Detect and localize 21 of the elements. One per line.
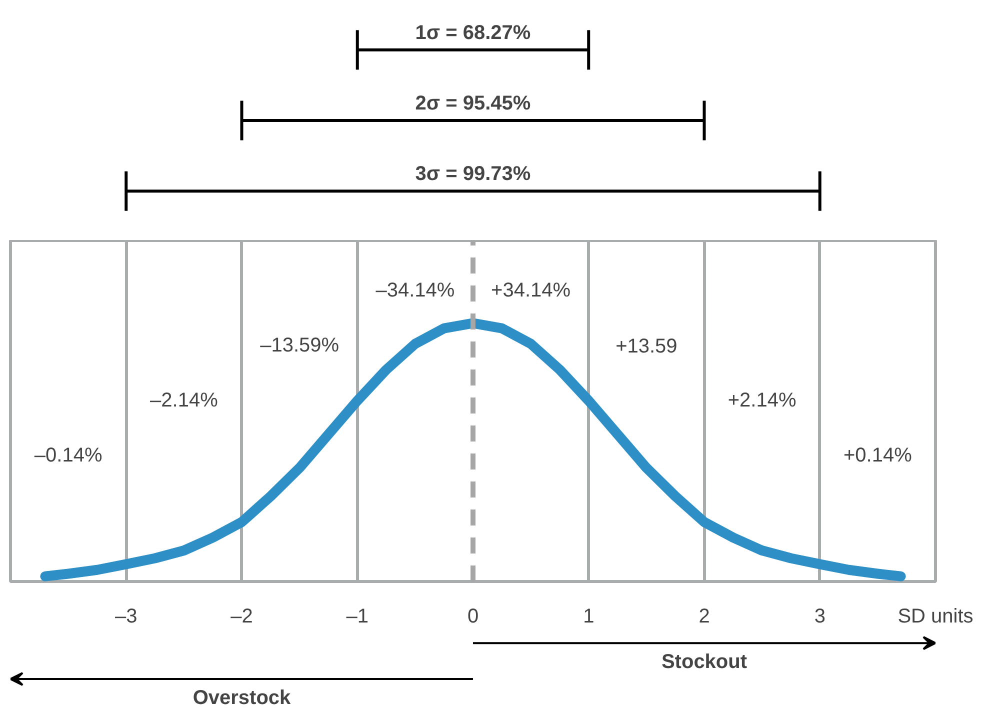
annotation: +2.14% [728,389,796,412]
x-tick-label: 3 [814,606,826,628]
annotation: –13.59% [260,334,340,357]
x-tick-label: 1 [583,606,594,628]
x-tick-label: –1 [346,606,368,628]
x-tick-label: 0 [467,606,479,628]
text: –34.14% [376,280,455,302]
text: 2σ = 95.45% [415,92,531,114]
text: Overstock [192,686,292,709]
x-tick-label: –2 [230,606,253,628]
text: 1σ = 68.27% [415,22,531,44]
annotation: –0.14% [34,444,102,466]
x-tick-label: –3 [115,606,138,628]
annotation: +13.59 [616,336,678,358]
annotation: –2.14% [150,389,218,412]
text: Stockout [661,651,748,674]
x-axis-title: SD units [898,606,974,628]
text: 3σ = 99.73% [415,163,531,186]
text: +34.14% [491,280,571,302]
annotation: +0.14% [843,444,912,466]
x-tick-label: 2 [698,606,710,628]
